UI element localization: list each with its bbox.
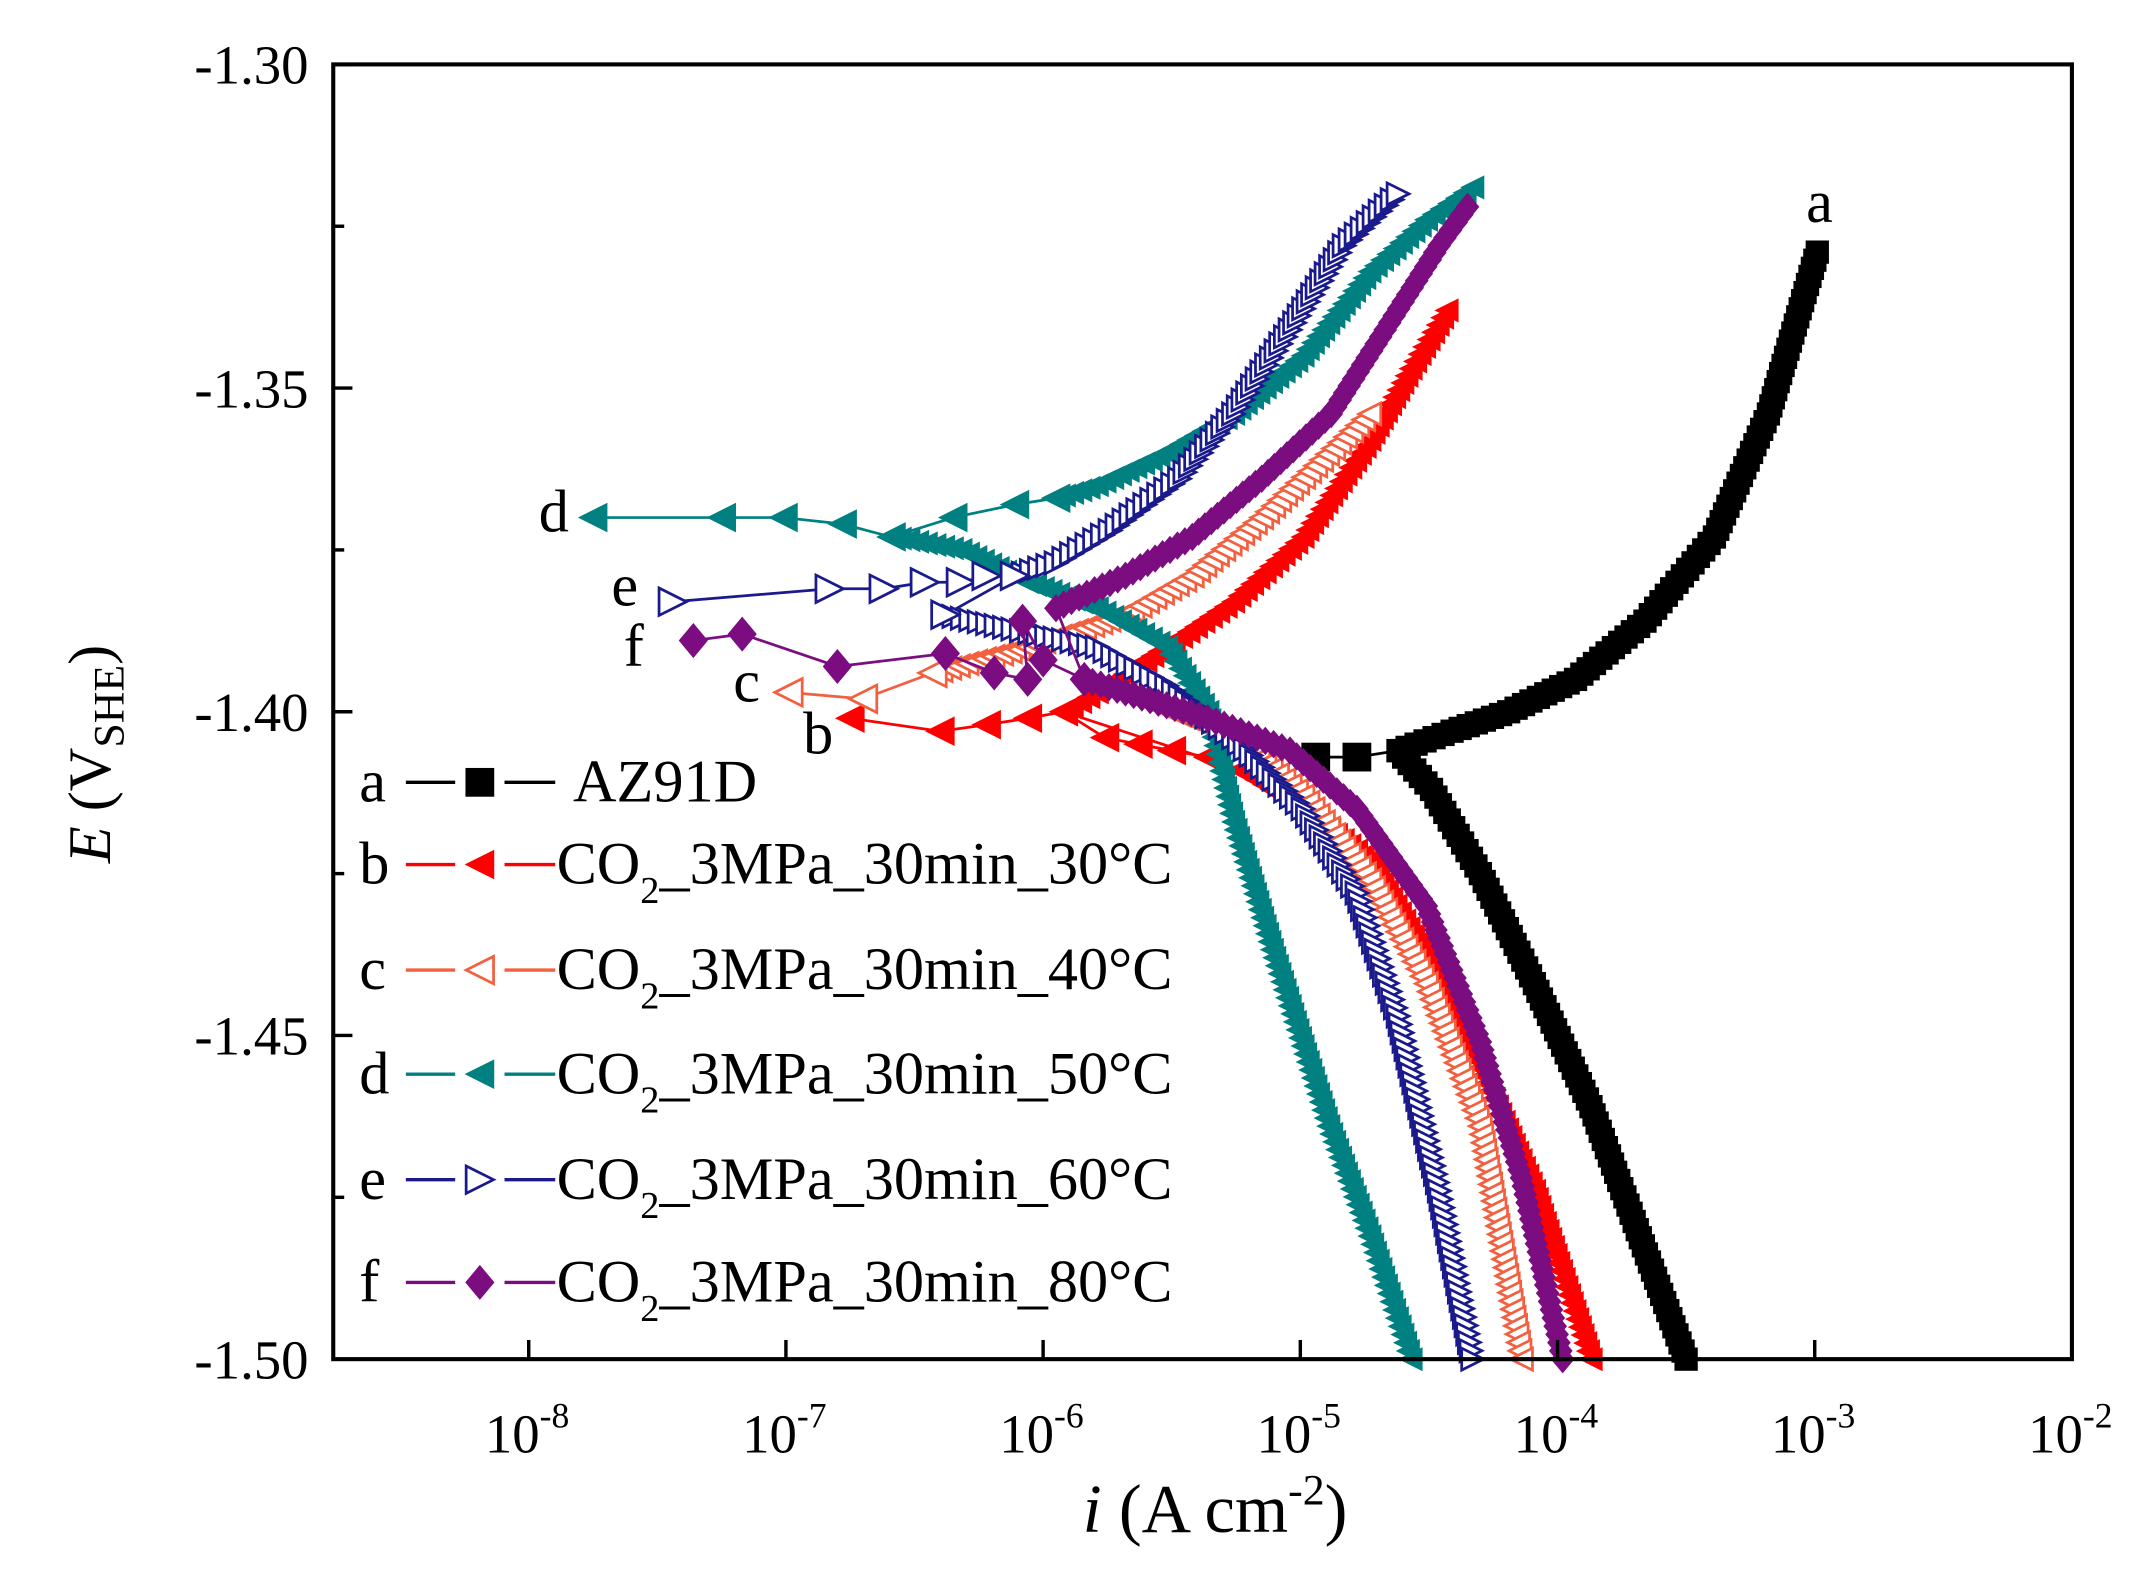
- data-point: [1013, 661, 1043, 697]
- x-tick-label: 10-3: [1771, 1396, 1855, 1465]
- series-line-f: [693, 607, 1087, 683]
- curve-label-f: f: [624, 613, 645, 680]
- data-point: [678, 623, 708, 659]
- legend-item-c: c CO2_3MPa_30min_40°C: [359, 936, 1172, 1017]
- x-tick-label: 10-2: [2028, 1396, 2112, 1465]
- curve-labels: a bc def: [539, 169, 1833, 768]
- data-point: [657, 585, 690, 618]
- data-point: [727, 616, 757, 652]
- legend-label: CO2_3MPa_30min_80°C: [557, 1249, 1173, 1330]
- data-point: [1028, 642, 1058, 678]
- series-f: [678, 192, 1575, 1374]
- legend-letter: b: [359, 831, 389, 898]
- data-point: [1048, 696, 1079, 727]
- anodic-line-a: [1397, 251, 1819, 752]
- data-point: [1012, 703, 1043, 734]
- plot-marks: [577, 175, 1829, 1374]
- x-tick-label: 10-7: [742, 1396, 826, 1465]
- data-point: [876, 522, 906, 552]
- legend: a AZ91D b CO2_3MPa_30min_30°Cc CO2_3MPa_30mi…: [359, 749, 1172, 1330]
- legend-item-d: d CO2_3MPa_30min_50°C: [359, 1040, 1172, 1121]
- data-point: [915, 657, 948, 689]
- data-point: [1069, 661, 1099, 697]
- data-point: [822, 648, 852, 684]
- data-point: [925, 716, 955, 747]
- data-point: [706, 502, 737, 533]
- data-point: [846, 682, 879, 715]
- data-point: [937, 502, 968, 533]
- data-point: [827, 509, 857, 539]
- x-tick-label: 10-6: [999, 1396, 1083, 1465]
- data-point: [1455, 192, 1480, 222]
- series-line-d: [593, 496, 1057, 539]
- legend-marker: [465, 767, 495, 797]
- legend-label: AZ91D: [573, 749, 757, 816]
- y-tick-label: -1.50: [194, 1329, 308, 1390]
- legend-marker: [464, 1059, 495, 1089]
- y-axis-label: E (VSHE): [57, 645, 134, 864]
- x-tick-label: 10-8: [485, 1396, 569, 1465]
- curve-label-c: c: [733, 648, 760, 715]
- y-tick-label: -1.45: [194, 1006, 308, 1067]
- data-point: [868, 572, 901, 605]
- data-point: [1156, 735, 1187, 766]
- y-tick-label: -1.35: [194, 358, 308, 419]
- x-axis-label: i (A cm-2): [1083, 1466, 1348, 1546]
- data-point: [1089, 722, 1120, 753]
- curve-label-d: d: [539, 479, 569, 546]
- data-point: [979, 655, 1009, 691]
- data-point: [768, 502, 798, 533]
- data-point: [771, 676, 804, 709]
- data-point: [1434, 298, 1459, 323]
- data-point: [1805, 240, 1829, 264]
- data-point: [1123, 729, 1153, 759]
- legend-letter: a: [359, 749, 386, 816]
- legend-item-b: b CO2_3MPa_30min_30°C: [359, 831, 1172, 912]
- legend-item-e: e CO2_3MPa_30min_60°C: [359, 1146, 1172, 1227]
- legend-letter: c: [359, 936, 386, 1003]
- curve-label-e: e: [611, 553, 638, 620]
- data-point: [971, 559, 1004, 592]
- curve-label-b: b: [803, 701, 833, 768]
- legend-letter: d: [359, 1040, 389, 1107]
- data-point: [834, 703, 865, 734]
- data-point: [577, 502, 608, 533]
- data-point: [814, 572, 847, 605]
- data-point: [1007, 603, 1038, 639]
- series-e: [657, 180, 1487, 1373]
- legend-label: CO2_3MPa_30min_50°C: [557, 1040, 1173, 1121]
- legend-letter: e: [359, 1146, 386, 1213]
- y-tick-label: -1.40: [194, 682, 308, 743]
- legend-marker: [463, 954, 495, 986]
- legend-label: CO2_3MPa_30min_40°C: [557, 936, 1173, 1017]
- data-point: [1460, 175, 1485, 200]
- data-point: [930, 598, 963, 631]
- data-point: [1355, 400, 1383, 428]
- data-point: [1342, 742, 1372, 772]
- legend-label: CO2_3MPa_30min_60°C: [557, 1146, 1173, 1227]
- data-point: [1040, 483, 1071, 513]
- data-point: [909, 566, 942, 599]
- legend-item-a: a AZ91D: [359, 749, 757, 816]
- data-point: [945, 566, 978, 599]
- x-tick-label: 10-4: [1514, 1396, 1599, 1465]
- data-point: [1385, 180, 1413, 208]
- legend-marker: [464, 849, 495, 880]
- data-point: [999, 489, 1030, 520]
- x-tick-label: 10-5: [1256, 1396, 1340, 1465]
- legend-marker: [464, 1163, 497, 1196]
- legend-letter: f: [359, 1249, 380, 1316]
- curve-label-a: a: [1806, 169, 1833, 236]
- series-a: [1301, 240, 1829, 1371]
- data-point: [930, 635, 960, 672]
- legend-item-f: f CO2_3MPa_30min_80°C: [359, 1249, 1172, 1330]
- data-point: [999, 559, 1032, 592]
- legend-marker: [465, 1264, 495, 1300]
- legend-label: CO2_3MPa_30min_30°C: [557, 831, 1173, 912]
- data-point: [971, 709, 1001, 740]
- axes: 10-8 10-7 10-6 10-5 10-4 10-3 10-2 -1.30 -1.35 -1…: [194, 35, 2112, 1465]
- y-tick-label: -1.30: [194, 35, 308, 96]
